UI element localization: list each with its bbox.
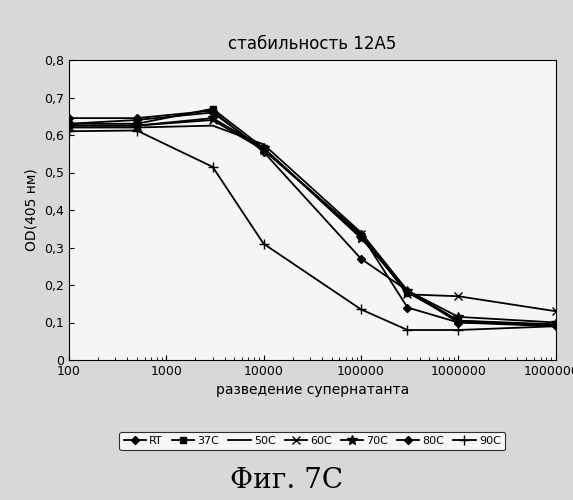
80C	[552, 323, 559, 329]
90C	[552, 323, 559, 329]
70C	[552, 320, 559, 326]
80C	[65, 120, 72, 126]
90C	[455, 327, 462, 333]
90C	[65, 128, 72, 134]
80C	[455, 320, 462, 326]
80C	[134, 117, 140, 123]
Line: RT: RT	[66, 108, 559, 327]
60C	[552, 308, 559, 314]
Line: 70C: 70C	[64, 114, 560, 328]
80C	[404, 304, 411, 310]
Line: 60C: 60C	[65, 116, 560, 316]
70C	[65, 122, 72, 128]
37C	[358, 233, 364, 239]
60C	[209, 117, 216, 123]
80C	[209, 110, 216, 116]
37C	[552, 322, 559, 328]
60C	[260, 147, 267, 153]
Line: 80C: 80C	[66, 110, 559, 329]
50C	[65, 124, 72, 130]
Text: Фиг. 7C: Фиг. 7C	[230, 466, 343, 493]
90C	[358, 306, 364, 312]
50C	[260, 142, 267, 148]
90C	[404, 327, 411, 333]
37C	[134, 120, 140, 126]
50C	[134, 124, 140, 130]
37C	[455, 318, 462, 324]
50C	[358, 230, 364, 235]
70C	[358, 235, 364, 241]
60C	[358, 232, 364, 237]
37C	[209, 106, 216, 112]
70C	[404, 288, 411, 294]
70C	[260, 145, 267, 151]
90C	[209, 164, 216, 170]
50C	[552, 323, 559, 329]
50C	[404, 288, 411, 294]
Title: стабильность 12A5: стабильность 12A5	[228, 35, 397, 53]
90C	[134, 128, 140, 134]
60C	[455, 293, 462, 299]
Legend: RT, 37C, 50C, 60C, 70C, 80C, 90C: RT, 37C, 50C, 60C, 70C, 80C, 90C	[119, 432, 505, 450]
70C	[209, 115, 216, 121]
60C	[134, 122, 140, 128]
50C	[455, 318, 462, 324]
37C	[65, 120, 72, 126]
RT	[358, 256, 364, 262]
RT	[455, 320, 462, 326]
RT	[404, 288, 411, 294]
80C	[260, 147, 267, 153]
80C	[358, 232, 364, 237]
RT	[552, 322, 559, 328]
70C	[134, 122, 140, 128]
50C	[209, 122, 216, 128]
Line: 37C: 37C	[66, 106, 559, 327]
60C	[404, 292, 411, 298]
RT	[260, 149, 267, 155]
Line: 50C: 50C	[69, 126, 556, 326]
90C	[260, 241, 267, 247]
37C	[260, 145, 267, 151]
Line: 90C: 90C	[64, 126, 560, 335]
RT	[65, 115, 72, 121]
RT	[134, 115, 140, 121]
60C	[65, 122, 72, 128]
RT	[209, 108, 216, 114]
70C	[455, 314, 462, 320]
X-axis label: разведение супернатанта: разведение супернатанта	[215, 384, 409, 398]
Y-axis label: OD(405 нм): OD(405 нм)	[24, 168, 38, 252]
37C	[404, 290, 411, 296]
